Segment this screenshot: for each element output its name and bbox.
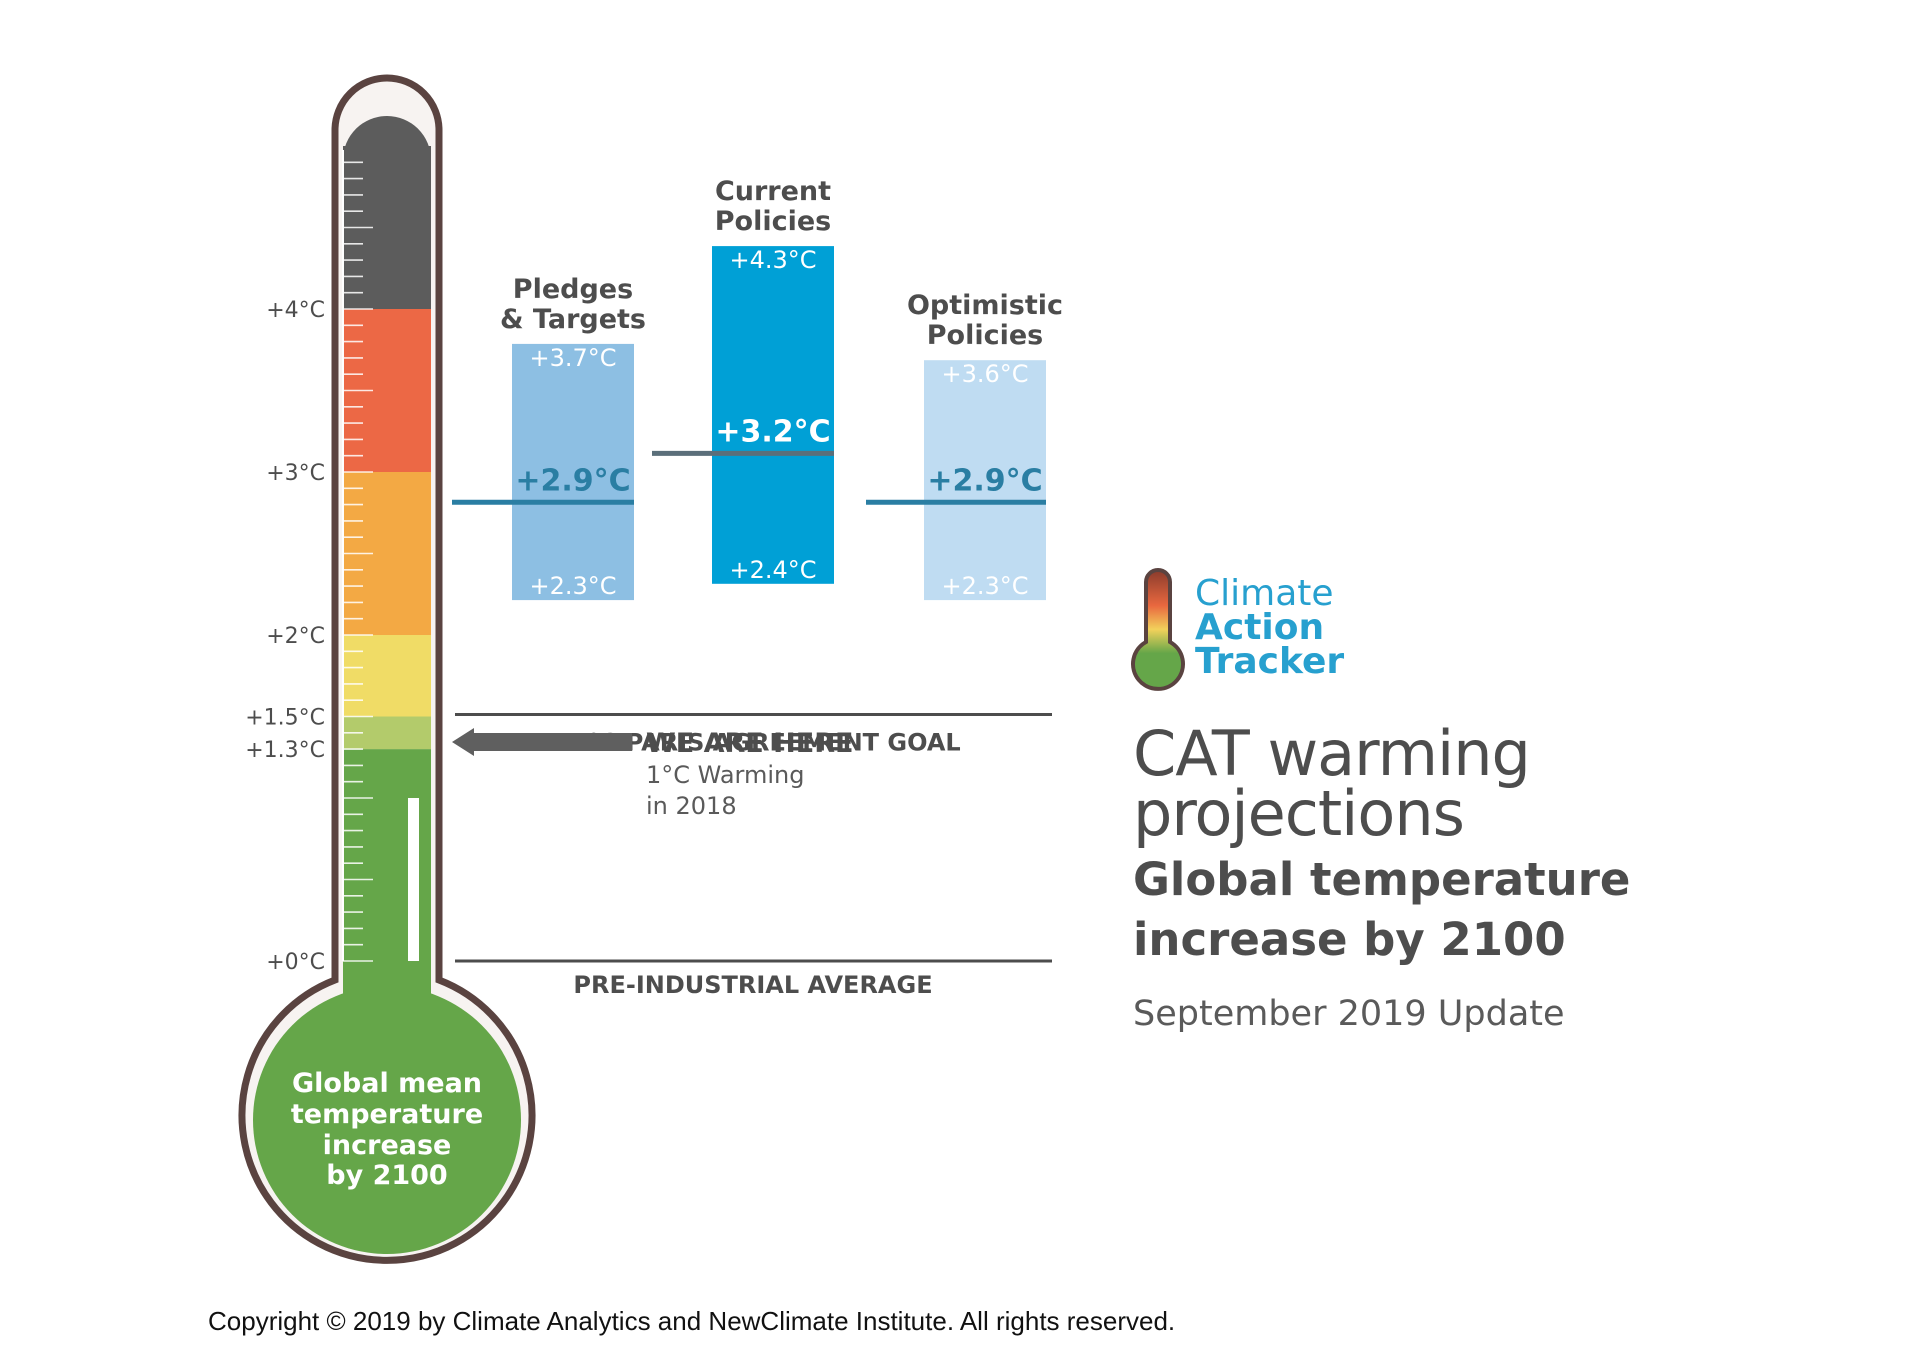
- low-label-2: +2.3°C: [941, 572, 1028, 600]
- update-label: September 2019 Update: [1133, 994, 1565, 1034]
- series-label-1-1: Policies: [715, 206, 832, 237]
- high-label-2: +3.6°C: [941, 360, 1028, 388]
- low-label-1: +2.4°C: [729, 556, 816, 584]
- thermometer-neck: [343, 960, 431, 1020]
- high-label-0: +3.7°C: [529, 344, 616, 372]
- series-label-2-0: Optimistic: [907, 290, 1063, 321]
- band-2: [343, 635, 431, 717]
- we-are-here-heading: WE ARE HERE: [646, 728, 853, 759]
- we-are-here-annotation: WE ARE HERE 1°C Warming in 2018: [452, 728, 853, 820]
- title-block: CAT warming projections Global temperatu…: [1133, 717, 1630, 1034]
- thermometer: +4°C +3°C +2°C +1.5°C +1.3°C +0°C Global mean…: [238, 74, 536, 1264]
- we-are-here-line-1: 1°C Warming: [646, 761, 805, 789]
- bulb-label: Global mean temperature increase by 2100: [291, 1068, 483, 1191]
- we-are-here-arrow: [452, 728, 632, 756]
- median-label-2: +2.9°C: [927, 463, 1042, 498]
- series-label-0-1: & Targets: [500, 304, 646, 335]
- pre-industrial-label: PRE-INDUSTRIAL AVERAGE: [573, 971, 932, 999]
- tick-label-5: +0°C: [266, 950, 325, 975]
- series-label-1-0: Current: [715, 176, 831, 207]
- median-label-1: +3.2°C: [715, 414, 830, 449]
- tick-label-3: +1.5°C: [245, 706, 325, 731]
- tick-label-4: +1.3°C: [245, 738, 325, 763]
- chart-title-line-1: CAT warming: [1133, 717, 1530, 790]
- tick-label-1: +3°C: [266, 461, 325, 486]
- thermometer-tick-labels: +4°C +3°C +2°C +1.5°C +1.3°C +0°C: [245, 298, 325, 975]
- range-bar-2: [924, 360, 1046, 601]
- chart-subtitle-line-2: increase by 2100: [1133, 913, 1566, 966]
- logo-line-2: Action: [1195, 607, 1324, 648]
- chart-title-line-2: projections: [1133, 777, 1464, 850]
- tick-label-2: +2°C: [266, 624, 325, 649]
- median-label-0: +2.9°C: [515, 463, 630, 498]
- thermometer-ticks: [342, 150, 373, 962]
- bulb-label-line-4: by 2100: [326, 1160, 447, 1191]
- series-0: +3.7°C +2.9°C +2.3°C Pledges& Targets: [452, 274, 646, 601]
- logo-line-3: Tracker: [1195, 641, 1344, 682]
- thermometer-bulb: [253, 986, 521, 1254]
- tick-label-0: +4°C: [266, 298, 325, 323]
- bulb-label-line-3: increase: [323, 1130, 452, 1161]
- series-label-2-1: Policies: [927, 320, 1044, 351]
- we-are-here-line-2: in 2018: [646, 792, 737, 820]
- current-level-bar: [408, 798, 419, 961]
- low-label-0: +2.3°C: [529, 572, 616, 600]
- high-label-1: +4.3°C: [729, 246, 816, 274]
- bulb-label-line-1: Global mean: [292, 1068, 482, 1099]
- climate-action-tracker-logo: Climate Action Tracker: [1131, 568, 1344, 691]
- bulb-label-line-2: temperature: [291, 1099, 483, 1130]
- logo-thermometer-icon: [1131, 568, 1185, 691]
- range-bar-0: [512, 343, 634, 601]
- copyright-notice: Copyright © 2019 by Climate Analytics an…: [208, 1306, 1175, 1336]
- range-bar-1: [712, 246, 834, 584]
- tube-cap: [343, 116, 431, 170]
- chart-subtitle-line-1: Global temperature: [1133, 853, 1630, 906]
- logo-line-1: Climate: [1195, 573, 1334, 614]
- series-label-0-0: Pledges: [513, 274, 633, 305]
